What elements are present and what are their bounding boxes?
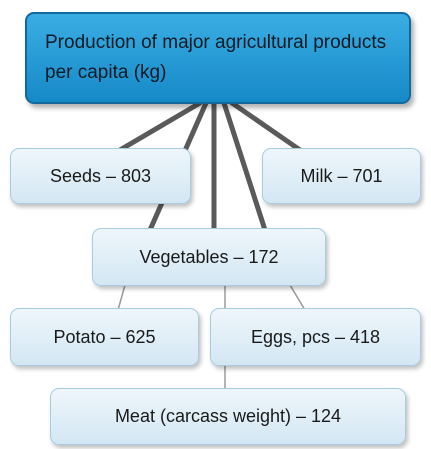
node: Potato – 625 — [10, 308, 199, 366]
node-label: Vegetables – 172 — [139, 246, 279, 267]
connector — [117, 284, 126, 311]
connector — [229, 100, 303, 153]
node: Eggs, pcs – 418 — [210, 308, 421, 366]
connector — [221, 100, 268, 233]
node: Vegetables – 172 — [92, 228, 326, 286]
node-label: Production of major agricultural product… — [45, 32, 387, 83]
node: Meat (carcass weight) – 124 — [50, 388, 406, 445]
node-label: Milk – 701 — [300, 165, 383, 186]
node-label: Eggs, pcs – 418 — [250, 326, 381, 347]
node-label: Meat (carcass weight) – 124 — [114, 406, 342, 426]
connector — [289, 284, 306, 311]
node-label: Seeds – 803 — [49, 165, 152, 186]
root-node: Production of major agricultural product… — [25, 12, 411, 104]
connector — [117, 100, 203, 153]
node: Seeds – 803 — [10, 148, 191, 204]
node-label: Potato – 625 — [53, 326, 156, 347]
node: Milk – 701 — [262, 148, 421, 204]
